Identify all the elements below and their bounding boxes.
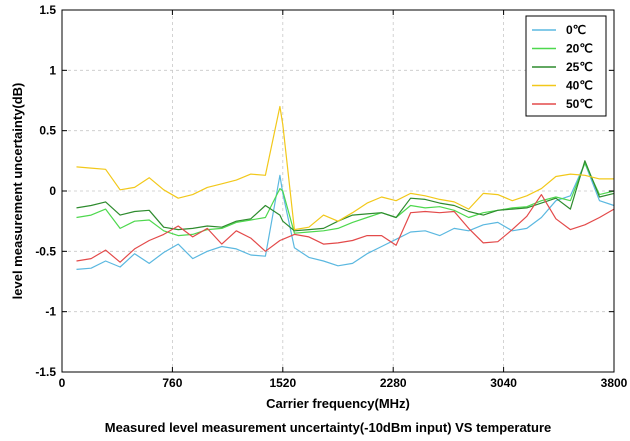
legend-label: 0℃ — [566, 23, 586, 37]
y-tick-label: 1 — [49, 63, 56, 77]
legend-label: 40℃ — [566, 79, 593, 93]
legend-label: 25℃ — [566, 60, 593, 74]
x-tick-label: 3800 — [601, 376, 628, 390]
y-tick-label: 0.5 — [39, 124, 56, 138]
y-tick-label: -1 — [45, 305, 56, 319]
series-line-1 — [76, 162, 615, 237]
grid-lines — [62, 10, 614, 372]
y-tick-label: 0 — [49, 184, 56, 198]
chart-title: Measured level measurement uncertainty(-… — [105, 420, 551, 435]
x-tick-label: 1520 — [269, 376, 296, 390]
x-tick-label: 2280 — [380, 376, 407, 390]
x-tick-label: 760 — [162, 376, 182, 390]
legend: 0℃ 20℃ 25℃ 40℃ 50℃ — [525, 15, 607, 117]
x-tick-label: 0 — [59, 376, 66, 390]
series-line-2 — [76, 160, 615, 232]
legend-label: 50℃ — [566, 97, 593, 111]
legend-box — [525, 15, 607, 117]
x-axis-ticks: 0 760 1520 2280 3040 3800 — [59, 10, 628, 390]
series-line-3 — [76, 105, 614, 231]
legend-label: 20℃ — [566, 42, 593, 56]
y-tick-label: -1.5 — [35, 365, 56, 379]
y-tick-label: 1.5 — [39, 3, 56, 17]
x-tick-label: 3040 — [490, 376, 517, 390]
series-lines — [76, 105, 615, 270]
y-axis-label: level measurement uncertainty(dB) — [10, 83, 25, 300]
x-axis-label: Carrier frequency(MHz) — [266, 396, 410, 411]
series-line-0 — [76, 162, 615, 270]
y-tick-label: -0.5 — [35, 244, 56, 258]
y-axis-ticks: -1.5 -1 -0.5 0 0.5 1 1.5 — [35, 3, 614, 379]
series-line-4 — [76, 194, 615, 263]
